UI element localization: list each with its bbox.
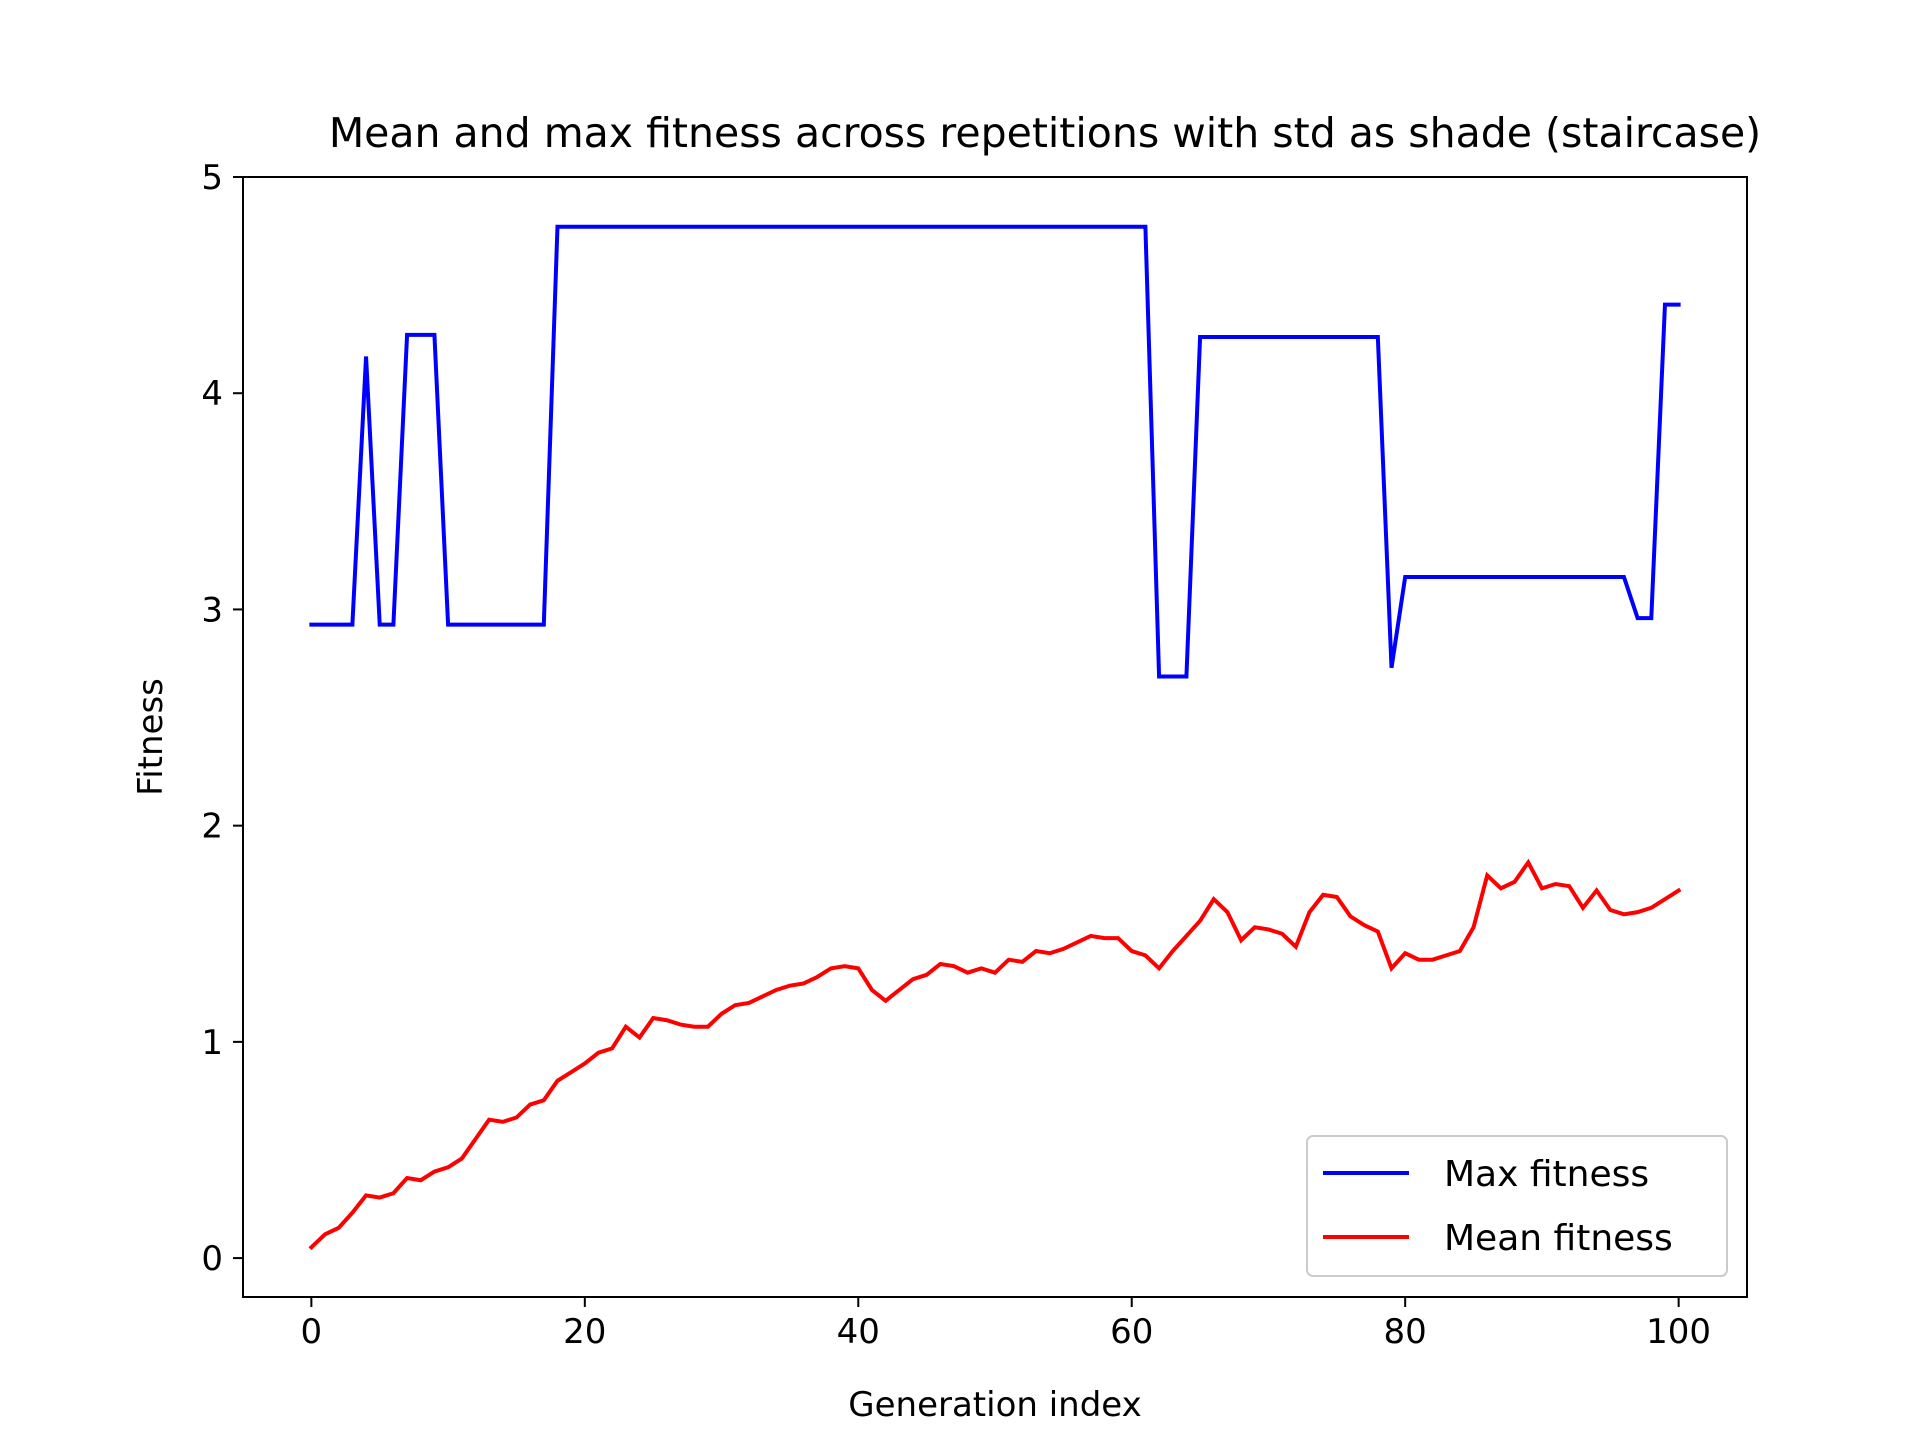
plot-area: 0 20 40 60 80 100 0 1 2 3 4 5 <box>201 158 1748 1352</box>
x-tick-label: 60 <box>1110 1312 1153 1352</box>
y-tick-label: 0 <box>201 1239 223 1279</box>
x-tick-label: 0 <box>301 1312 323 1352</box>
x-tick-label: 100 <box>1646 1312 1711 1352</box>
series-line-max-fitness <box>309 224 1681 679</box>
legend-label: Mean fitness <box>1444 1218 1673 1259</box>
y-axis-label: Fitness <box>131 678 171 796</box>
x-axis-label: Generation index <box>848 1385 1142 1425</box>
y-tick-label: 4 <box>201 374 223 414</box>
y-tick-label: 3 <box>201 590 223 630</box>
legend: Max fitness Mean fitness <box>1306 1135 1728 1277</box>
y-tick-label: 2 <box>201 807 223 847</box>
series-line-mean-fitness <box>308 858 1682 1251</box>
legend-box <box>1306 1135 1728 1277</box>
axes-frame <box>242 176 1748 1298</box>
x-tick-label: 80 <box>1384 1312 1427 1352</box>
y-tick-label: 1 <box>201 1023 223 1063</box>
chart-title: Mean and max fitness across repetitions … <box>329 109 1761 157</box>
legend-label: Max fitness <box>1444 1154 1649 1195</box>
x-tick-label: 40 <box>837 1312 880 1352</box>
y-tick-label: 5 <box>201 158 223 198</box>
x-tick-label: 20 <box>563 1312 606 1352</box>
